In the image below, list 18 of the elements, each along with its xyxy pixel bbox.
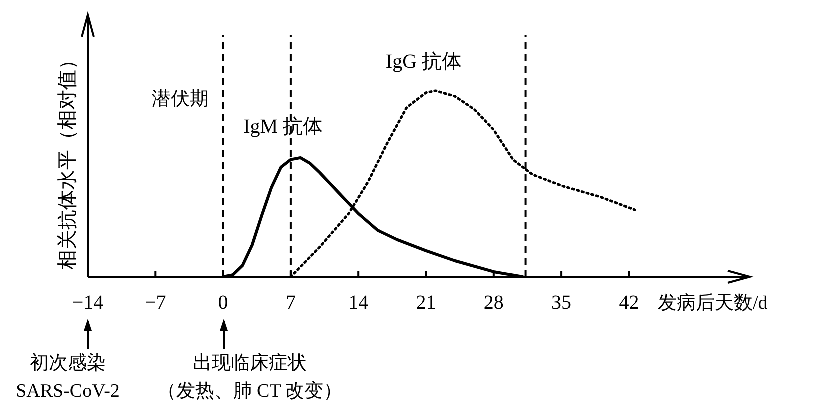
x-tick-label: 14 xyxy=(348,292,369,314)
x-tick-label: 28 xyxy=(484,292,504,314)
x-tick-label: −7 xyxy=(145,292,166,314)
x-tick-label: 7 xyxy=(286,292,296,314)
annotation: 潜伏期 xyxy=(152,89,209,110)
x-tick-label: 42 xyxy=(619,292,640,314)
x-tick-label: −14 xyxy=(72,292,104,314)
text: 出现临床症状 xyxy=(193,352,307,374)
text: （发热、肺 CT 改变） xyxy=(157,380,343,402)
x-tick-label: 35 xyxy=(552,292,572,314)
y-axis-title: 相关抗体水平（相对值） xyxy=(57,50,79,270)
series-label: IgM 抗体 xyxy=(244,116,324,138)
text: 初次感染 xyxy=(30,352,106,374)
x-tick-label: 21 xyxy=(416,292,436,314)
x-tick-label: 0 xyxy=(218,292,228,314)
x-axis-title: 发病后天数/d xyxy=(658,293,768,314)
text: SARS-CoV-2 xyxy=(16,381,120,402)
series-label: IgG 抗体 xyxy=(386,51,462,73)
